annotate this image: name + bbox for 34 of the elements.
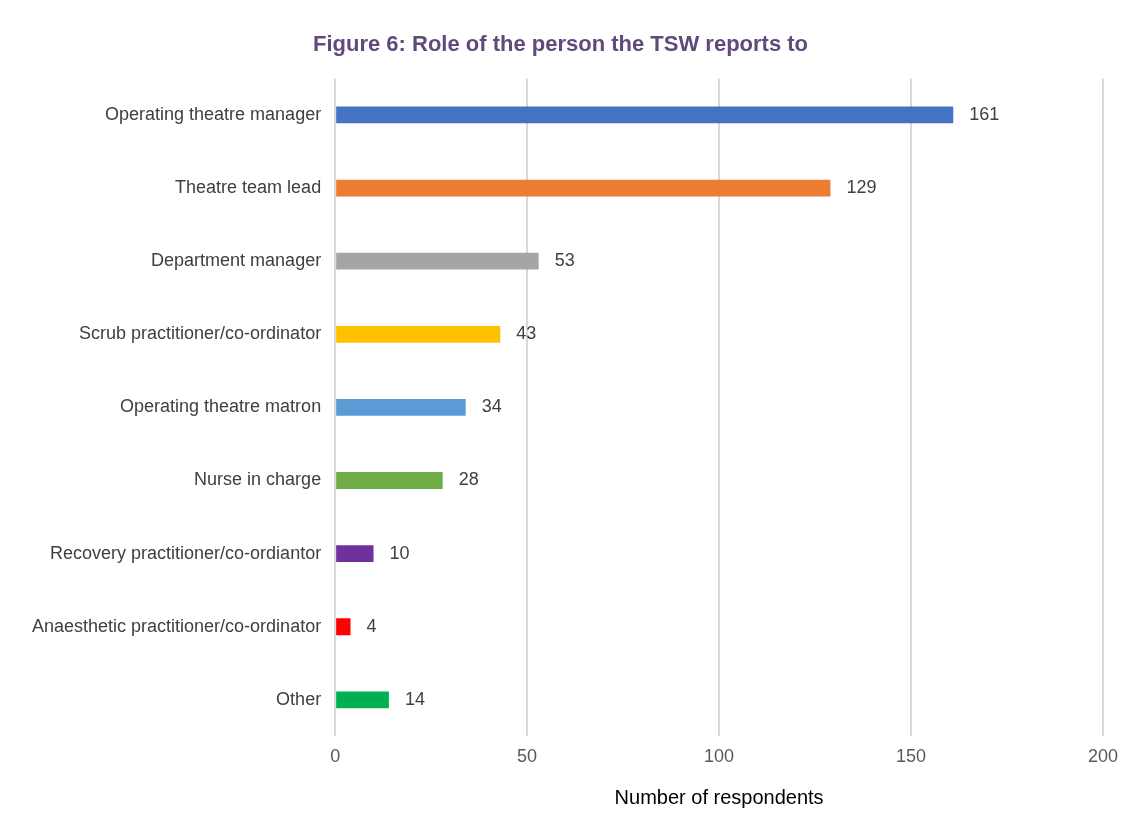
data-label: 129 <box>846 177 877 198</box>
y-tick-label: Other <box>276 688 322 709</box>
x-tick-label: 150 <box>896 746 927 767</box>
bar <box>336 472 443 489</box>
y-tick-label: Operating theatre matron <box>120 396 322 417</box>
y-tick-label: Scrub practitioner/co-ordinator <box>79 323 322 344</box>
chart-title: Figure 6: Role of the person the TSW reports to <box>312 31 809 57</box>
bar <box>336 398 466 416</box>
x-tick-label: 100 <box>704 746 735 767</box>
data-label: 161 <box>969 103 1000 124</box>
bar <box>336 179 831 197</box>
y-tick-label: Anaesthetic practitioner/co-ordinator <box>32 615 322 636</box>
data-label: 43 <box>516 323 537 344</box>
x-tick-label: 200 <box>1087 746 1119 767</box>
bar <box>336 545 374 563</box>
x-tick-label: 50 <box>517 746 538 767</box>
data-label: 4 <box>366 615 377 636</box>
data-label: 53 <box>554 250 575 271</box>
bar <box>336 252 539 270</box>
data-label: 14 <box>404 688 425 709</box>
y-tick-label: Operating theatre manager <box>105 103 322 124</box>
bar <box>336 691 389 709</box>
data-label: 34 <box>481 396 502 417</box>
bar <box>336 106 954 124</box>
x-tick-label: 0 <box>330 746 341 767</box>
y-tick-label: Nurse in charge <box>194 469 322 490</box>
data-label: 10 <box>389 542 410 563</box>
y-tick-label: Recovery practitioner/co-ordiantor <box>50 542 322 563</box>
y-tick-label: Department manager <box>151 250 322 271</box>
bar <box>336 618 351 636</box>
bar <box>336 325 501 343</box>
y-tick-label: Theatre team lead <box>175 177 322 198</box>
data-label: 28 <box>458 469 479 490</box>
x-axis-title: Number of respondents <box>614 785 824 808</box>
